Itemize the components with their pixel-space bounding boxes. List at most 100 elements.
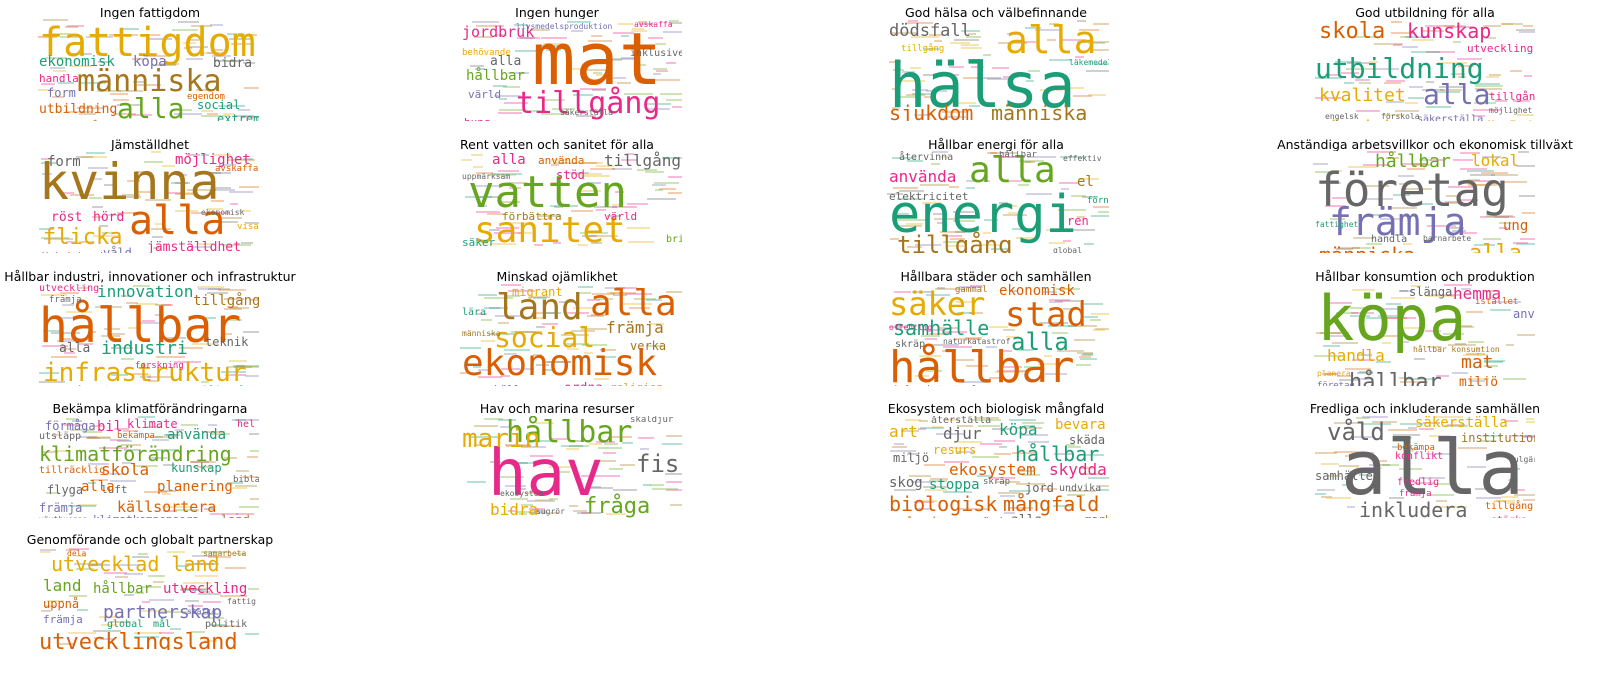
- texture-stroke: [166, 434, 180, 436]
- texture-stroke: [1447, 202, 1461, 204]
- texture-stroke: [1084, 316, 1098, 318]
- texture-stroke: [1046, 229, 1060, 231]
- word-cloud: alla våld säkerställa institution samhälle ko…: [1313, 416, 1535, 518]
- texture-stroke: [501, 368, 520, 370]
- texture-stroke: [1440, 89, 1462, 91]
- texture-stroke: [101, 624, 117, 626]
- texture-stroke: [1316, 332, 1341, 334]
- texture-stroke: [580, 88, 606, 90]
- texture-stroke: [645, 171, 664, 173]
- texture-stroke: [536, 326, 545, 328]
- cloud-word: kunskap: [171, 461, 222, 475]
- texture-stroke: [945, 235, 962, 237]
- texture-stroke: [471, 154, 483, 156]
- texture-stroke: [567, 348, 579, 350]
- cloud-word: egendom: [187, 92, 225, 102]
- cloud-word: använda: [1513, 307, 1535, 321]
- cloud-word: konflikt: [1395, 451, 1444, 462]
- word-cloud: energi alla använda återvinna elektricitet hå…: [887, 151, 1109, 253]
- texture-stroke: [1468, 341, 1484, 343]
- texture-stroke: [1457, 199, 1478, 201]
- texture-stroke: [1325, 205, 1346, 207]
- texture-stroke: [987, 152, 997, 154]
- texture-stroke: [133, 465, 158, 467]
- texture-stroke: [196, 89, 212, 91]
- texture-stroke: [39, 372, 59, 374]
- texture-stroke: [110, 480, 136, 482]
- texture-stroke: [148, 380, 159, 382]
- texture-stroke: [1320, 332, 1349, 334]
- texture-stroke: [233, 365, 245, 367]
- texture-stroke: [1321, 496, 1332, 498]
- texture-stroke: [123, 28, 139, 30]
- texture-stroke: [1093, 49, 1109, 51]
- texture-stroke: [1516, 29, 1535, 31]
- texture-stroke: [1402, 46, 1418, 48]
- texture-stroke: [1426, 81, 1434, 83]
- cloud-word: främja: [49, 295, 82, 305]
- texture-stroke: [897, 198, 924, 200]
- texture-stroke: [1406, 378, 1433, 380]
- texture-stroke: [1476, 497, 1501, 499]
- texture-stroke: [898, 80, 925, 82]
- texture-stroke: [164, 434, 178, 436]
- cloud-word: använda: [538, 154, 585, 167]
- texture-stroke: [494, 95, 521, 97]
- texture-stroke: [541, 113, 568, 115]
- texture-stroke: [199, 172, 221, 174]
- cloud-word: sugrör: [536, 507, 565, 516]
- panel-title: Hållbar industri, innovationer och infra…: [4, 269, 296, 284]
- texture-stroke: [929, 480, 947, 482]
- texture-stroke: [1093, 329, 1105, 331]
- cloud-word: säkerställa: [1417, 114, 1484, 122]
- texture-stroke: [1029, 368, 1037, 370]
- texture-stroke: [1315, 171, 1337, 173]
- cloud-word: människa: [462, 329, 501, 338]
- texture-stroke: [1494, 216, 1515, 218]
- texture-stroke: [622, 442, 633, 444]
- texture-stroke: [968, 33, 976, 35]
- texture-stroke: [1073, 95, 1092, 97]
- texture-stroke: [245, 222, 259, 224]
- texture-stroke: [550, 512, 559, 514]
- texture-stroke: [915, 375, 929, 377]
- texture-stroke: [204, 431, 225, 433]
- panel-title: Jämställdhet: [111, 137, 189, 152]
- texture-stroke: [1444, 284, 1472, 286]
- texture-stroke: [60, 292, 79, 294]
- texture-stroke: [961, 44, 979, 46]
- texture-stroke: [551, 159, 570, 161]
- texture-stroke: [536, 422, 554, 424]
- texture-stroke: [1444, 425, 1468, 427]
- cloud-word: institution: [1461, 431, 1535, 445]
- texture-stroke: [141, 586, 161, 588]
- texture-stroke: [467, 481, 486, 483]
- texture-stroke: [587, 182, 601, 184]
- texture-stroke: [499, 201, 520, 203]
- texture-stroke: [121, 444, 141, 446]
- cloud-word: hållbar: [39, 298, 242, 354]
- texture-stroke: [64, 424, 82, 426]
- cloud-word: tillgång: [901, 44, 945, 54]
- texture-stroke: [1367, 151, 1396, 153]
- texture-stroke: [1325, 74, 1339, 76]
- texture-stroke: [1517, 114, 1534, 116]
- texture-stroke: [1066, 444, 1075, 446]
- cloud-word: ekonomisk: [999, 284, 1075, 299]
- texture-stroke: [1467, 180, 1492, 182]
- texture-stroke: [62, 304, 74, 306]
- texture-stroke: [931, 344, 959, 346]
- cloud-word: ekosystem: [500, 489, 544, 498]
- texture-stroke: [484, 307, 508, 309]
- texture-stroke: [994, 440, 1015, 442]
- texture-stroke: [250, 299, 259, 301]
- texture-stroke: [998, 492, 1020, 494]
- texture-stroke: [517, 511, 537, 513]
- texture-stroke: [489, 307, 500, 309]
- cloud-word: sjukdom: [889, 101, 974, 121]
- texture-stroke: [1412, 163, 1427, 165]
- texture-stroke: [1501, 496, 1518, 498]
- texture-stroke: [515, 50, 539, 52]
- texture-stroke: [155, 436, 178, 438]
- texture-stroke: [40, 549, 56, 551]
